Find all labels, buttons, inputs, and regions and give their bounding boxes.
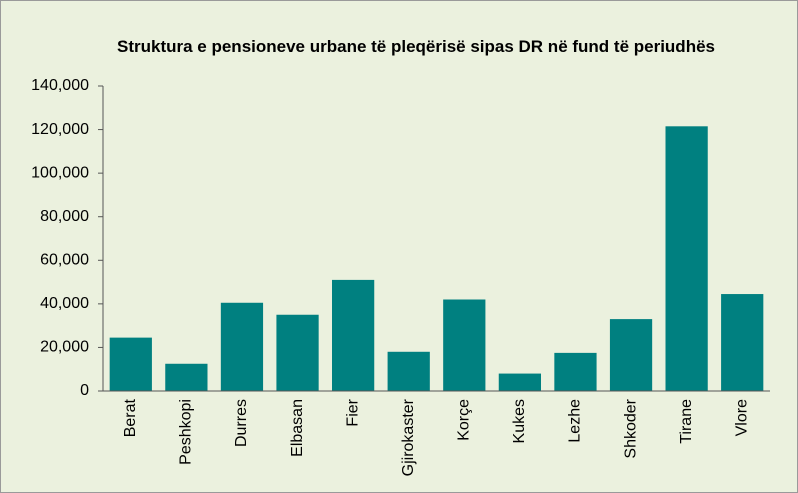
bar	[665, 126, 708, 391]
bar	[332, 279, 375, 391]
x-tick-label: Tirane	[678, 399, 695, 444]
y-tick-label: 120,000	[31, 121, 89, 138]
y-tick-label: 60,000	[40, 252, 89, 269]
bar	[276, 314, 319, 391]
x-tick-label: Vlore	[733, 399, 750, 436]
x-tick-label: Berat	[122, 398, 139, 437]
x-tick-label: Korçe	[456, 399, 473, 441]
x-tick-label: Fier	[344, 398, 361, 426]
bar	[554, 352, 597, 391]
bar	[109, 337, 152, 391]
y-tick-label: 20,000	[40, 339, 89, 356]
bar	[721, 294, 764, 391]
bar	[165, 363, 208, 391]
y-tick-label: 0	[80, 382, 89, 399]
bar	[220, 302, 264, 391]
chart-title: Struktura e pensioneve urbane të pleqëri…	[117, 37, 715, 56]
x-tick-label: Durres	[233, 399, 250, 447]
bar	[498, 373, 541, 391]
x-tick-label: Shkoder	[622, 398, 639, 458]
x-tick-label: Kukes	[511, 399, 528, 443]
bar	[443, 299, 486, 391]
bar	[387, 351, 430, 391]
bar	[609, 319, 653, 391]
x-tick-label: Elbasan	[289, 399, 306, 457]
x-tick-label: Gjirokaster	[400, 398, 417, 476]
x-tick-label: Peshkopi	[178, 399, 195, 465]
y-tick-label: 80,000	[40, 208, 89, 225]
y-tick-label: 140,000	[31, 77, 89, 94]
y-tick-label: 40,000	[40, 295, 89, 312]
y-tick-label: 100,000	[31, 164, 89, 181]
x-tick-label: Lezhe	[567, 399, 584, 443]
